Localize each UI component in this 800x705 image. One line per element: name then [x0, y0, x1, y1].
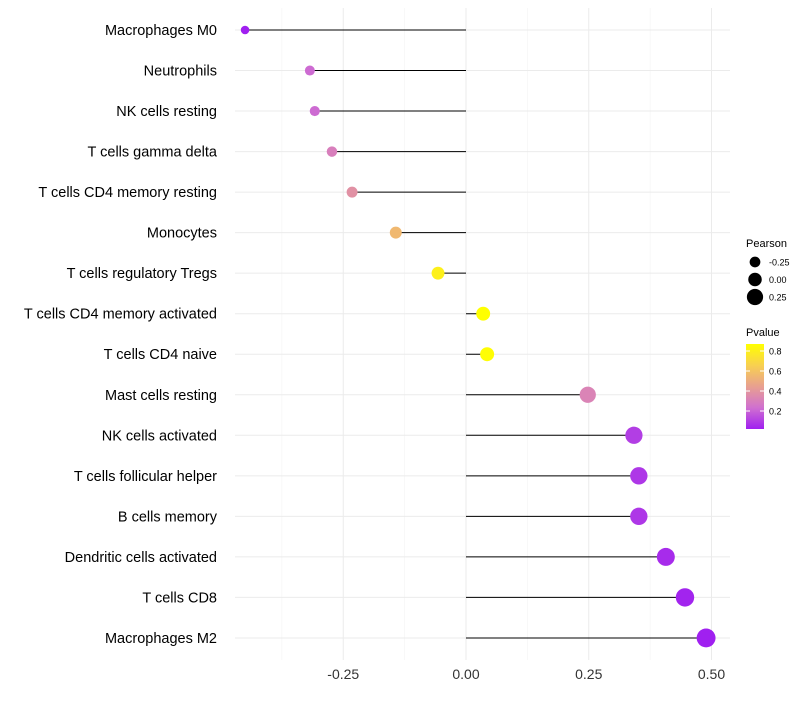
category-label: T cells regulatory Tregs [67, 266, 217, 282]
category-label: Neutrophils [144, 64, 217, 80]
color-legend-label: 0.2 [769, 407, 782, 417]
color-legend-label: 0.6 [769, 367, 782, 377]
category-label: NK cells resting [116, 104, 217, 120]
lollipop-point [346, 186, 358, 198]
size-legend-label: -0.25 [769, 258, 790, 268]
category-label: Monocytes [147, 226, 217, 242]
category-label: T cells CD4 memory activated [24, 307, 217, 323]
lollipop-point [630, 507, 648, 526]
lollipop-point [675, 588, 695, 607]
size-legend-point [748, 272, 762, 287]
color-legend-label: 0.8 [769, 347, 782, 357]
lollipop-point [326, 146, 338, 157]
x-tick-label: 0.25 [575, 666, 602, 682]
lollipop-point [579, 386, 596, 403]
x-tick-label: -0.25 [327, 666, 359, 682]
category-label: Macrophages M0 [105, 23, 217, 39]
size-legend-point [749, 256, 761, 268]
lollipop-point [389, 226, 402, 239]
category-label: Macrophages M2 [105, 631, 217, 647]
lollipop-point [480, 347, 495, 362]
x-tick-label: 0.00 [452, 666, 479, 682]
size-legend-label: 0.00 [769, 275, 787, 285]
lollipop-point [240, 25, 250, 35]
lollipop-point [656, 547, 675, 566]
category-label: T cells gamma delta [88, 145, 218, 161]
x-tick-label: 0.50 [698, 666, 725, 682]
category-label: T cells CD4 memory resting [38, 185, 217, 201]
lollipop-point [476, 306, 491, 321]
lollipop-point [630, 467, 648, 485]
category-label: NK cells activated [102, 428, 217, 444]
lollipop-point [696, 628, 716, 648]
size-legend-label: 0.25 [769, 293, 787, 303]
color-bar [746, 344, 764, 429]
category-label: B cells memory [118, 509, 218, 525]
category-label: Mast cells resting [105, 388, 217, 404]
category-label: Dendritic cells activated [65, 550, 217, 566]
size-legend-title: Pearson [746, 238, 787, 250]
category-label: T cells CD4 naive [104, 347, 217, 363]
lollipop-point [431, 266, 445, 280]
size-legend-point [746, 288, 764, 306]
category-label: T cells follicular helper [74, 469, 217, 485]
category-label: T cells CD8 [142, 590, 217, 606]
color-legend-title: Pvalue [746, 327, 780, 339]
lollipop-point [625, 426, 643, 444]
lollipop-point [309, 106, 320, 117]
lollipop-point [304, 65, 315, 76]
color-legend-label: 0.4 [769, 387, 782, 397]
